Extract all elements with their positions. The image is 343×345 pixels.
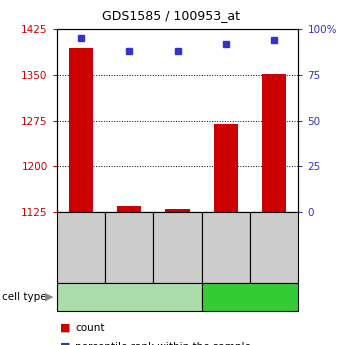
Text: ▶: ▶ [45, 292, 53, 302]
Text: count: count [75, 323, 105, 333]
Bar [214, 124, 238, 212]
Bar [69, 48, 93, 212]
Text: follicular dendritic cell-enriched
splenocytes: follicular dendritic cell-enriched splen… [72, 290, 186, 304]
Text: percentile rank within the sample: percentile rank within the sample [75, 342, 251, 345]
Text: GSM38297: GSM38297 [76, 223, 85, 272]
Text: ■: ■ [60, 323, 71, 333]
Text: ■: ■ [60, 342, 71, 345]
Text: follicular dendritic cell-
depleted splenocytes: follicular dendritic cell- depleted sple… [209, 290, 291, 304]
Bar [165, 209, 190, 212]
Bar [262, 74, 286, 212]
Text: cell type: cell type [2, 292, 46, 302]
Text: GSM38296: GSM38296 [270, 223, 279, 272]
Text: GSM38299: GSM38299 [173, 223, 182, 272]
Text: GSM38298: GSM38298 [125, 223, 134, 272]
Text: GDS1585 / 100953_at: GDS1585 / 100953_at [103, 9, 240, 22]
Text: GSM38295: GSM38295 [221, 223, 230, 272]
Bar [117, 206, 141, 212]
